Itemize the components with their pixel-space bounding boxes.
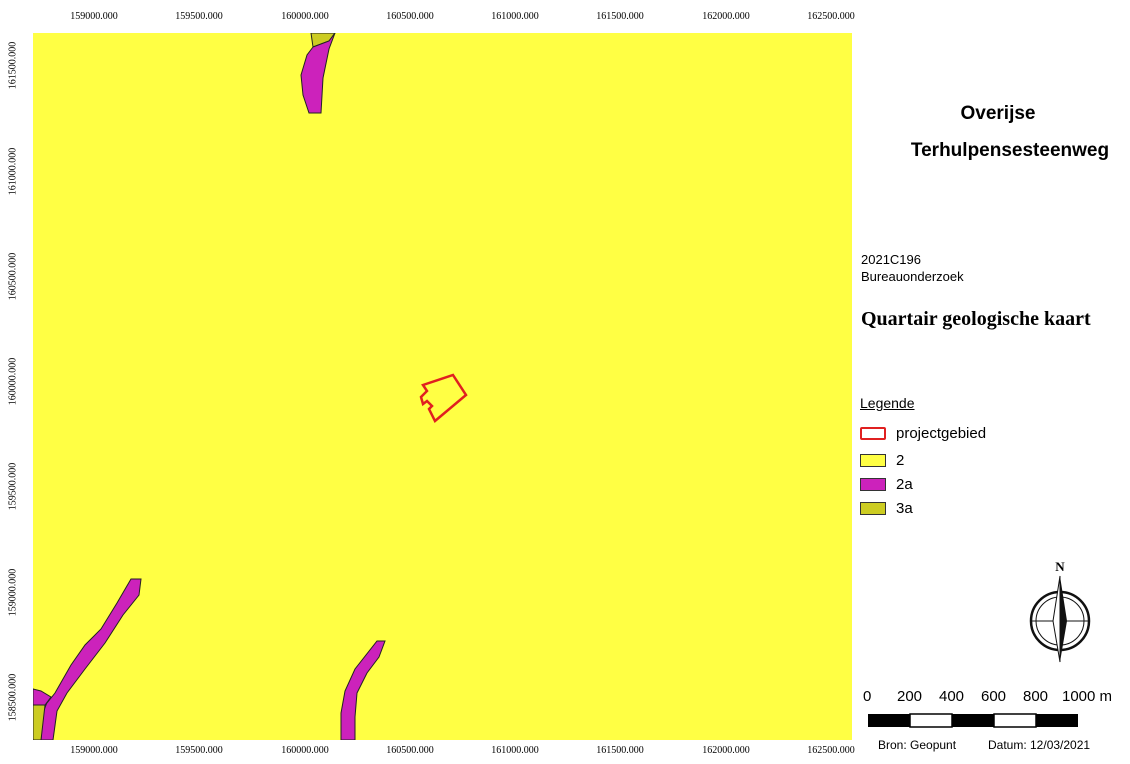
project-area[interactable]: [419, 373, 468, 423]
legend-item-2a: 2a: [860, 476, 913, 493]
scale-label: 600: [981, 688, 1007, 705]
y-tick: 159000.000: [7, 568, 19, 617]
legend-item-3a: 3a: [860, 500, 913, 517]
y-tick: 159500.000: [7, 462, 19, 511]
y-tick: 158500.000: [7, 673, 19, 722]
x-tick-top: 161500.000: [596, 11, 644, 22]
map-title-line2: Terhulpensesteenweg: [910, 140, 1110, 161]
geology-map: [33, 33, 852, 740]
legend-label: 2: [896, 452, 905, 469]
scale-label: 800: [1023, 688, 1049, 705]
x-tick-bottom: 162000.000: [702, 745, 750, 756]
north-arrow-icon: N: [1029, 559, 1091, 663]
legend-label: 2a: [896, 476, 913, 493]
x-tick-top: 161000.000: [491, 11, 539, 22]
unit-2-area: [33, 33, 852, 740]
study-type: Bureauonderzoek: [861, 269, 964, 284]
date-label: Datum: 12/03/2021: [988, 738, 1091, 752]
north-label: N: [1055, 559, 1065, 574]
y-tick: 160500.000: [7, 252, 19, 301]
scale-label: 1000 m: [1062, 688, 1113, 705]
y-tick: 161000.000: [7, 147, 19, 196]
x-tick-top: 159000.000: [70, 11, 118, 22]
x-tick-bottom: 160000.000: [281, 745, 329, 756]
legend-item-2: 2: [860, 452, 904, 469]
x-tick-top: 160000.000: [281, 11, 329, 22]
y-tick: 160000.000: [7, 357, 19, 406]
x-tick-bottom: 159000.000: [70, 745, 118, 756]
x-tick-top: 160500.000: [386, 11, 434, 22]
unit-2a-polygon: [340, 640, 386, 740]
unit-2a-polygon: [33, 688, 52, 706]
project-code: 2021C196: [861, 252, 921, 267]
x-tick-top: 159500.000: [175, 11, 223, 22]
legend-label: projectgebied: [896, 425, 987, 442]
legend-swatch: [860, 502, 886, 515]
x-tick-bottom: 162500.000: [807, 745, 855, 756]
x-tick-bottom: 161500.000: [596, 745, 644, 756]
y-tick: 161500.000: [7, 41, 19, 90]
legend-swatch: [860, 478, 886, 491]
legend-item-projectgebied: projectgebied: [860, 425, 986, 442]
map-canvas[interactable]: [33, 33, 852, 740]
unit-3a-polygon: [33, 704, 46, 740]
scale-label: 0: [863, 688, 872, 705]
scale-bar: [868, 713, 1078, 728]
x-tick-bottom: 161000.000: [491, 745, 539, 756]
legend-title: Legende: [860, 395, 915, 411]
scale-label: 400: [939, 688, 965, 705]
scale-label: 200: [897, 688, 923, 705]
legend-swatch: [860, 427, 886, 440]
x-tick-top: 162000.000: [702, 11, 750, 22]
unit-2a-polygon: [300, 33, 336, 114]
map-title-line1: Overijse: [960, 103, 1036, 124]
x-tick-top: 162500.000: [807, 11, 855, 22]
x-tick-bottom: 159500.000: [175, 745, 223, 756]
map-subtitle: Quartair geologische kaart: [861, 308, 1091, 330]
x-tick-bottom: 160500.000: [386, 745, 434, 756]
legend-label: 3a: [896, 500, 913, 517]
legend-swatch: [860, 454, 886, 467]
source-label: Bron: Geopunt: [878, 738, 957, 752]
